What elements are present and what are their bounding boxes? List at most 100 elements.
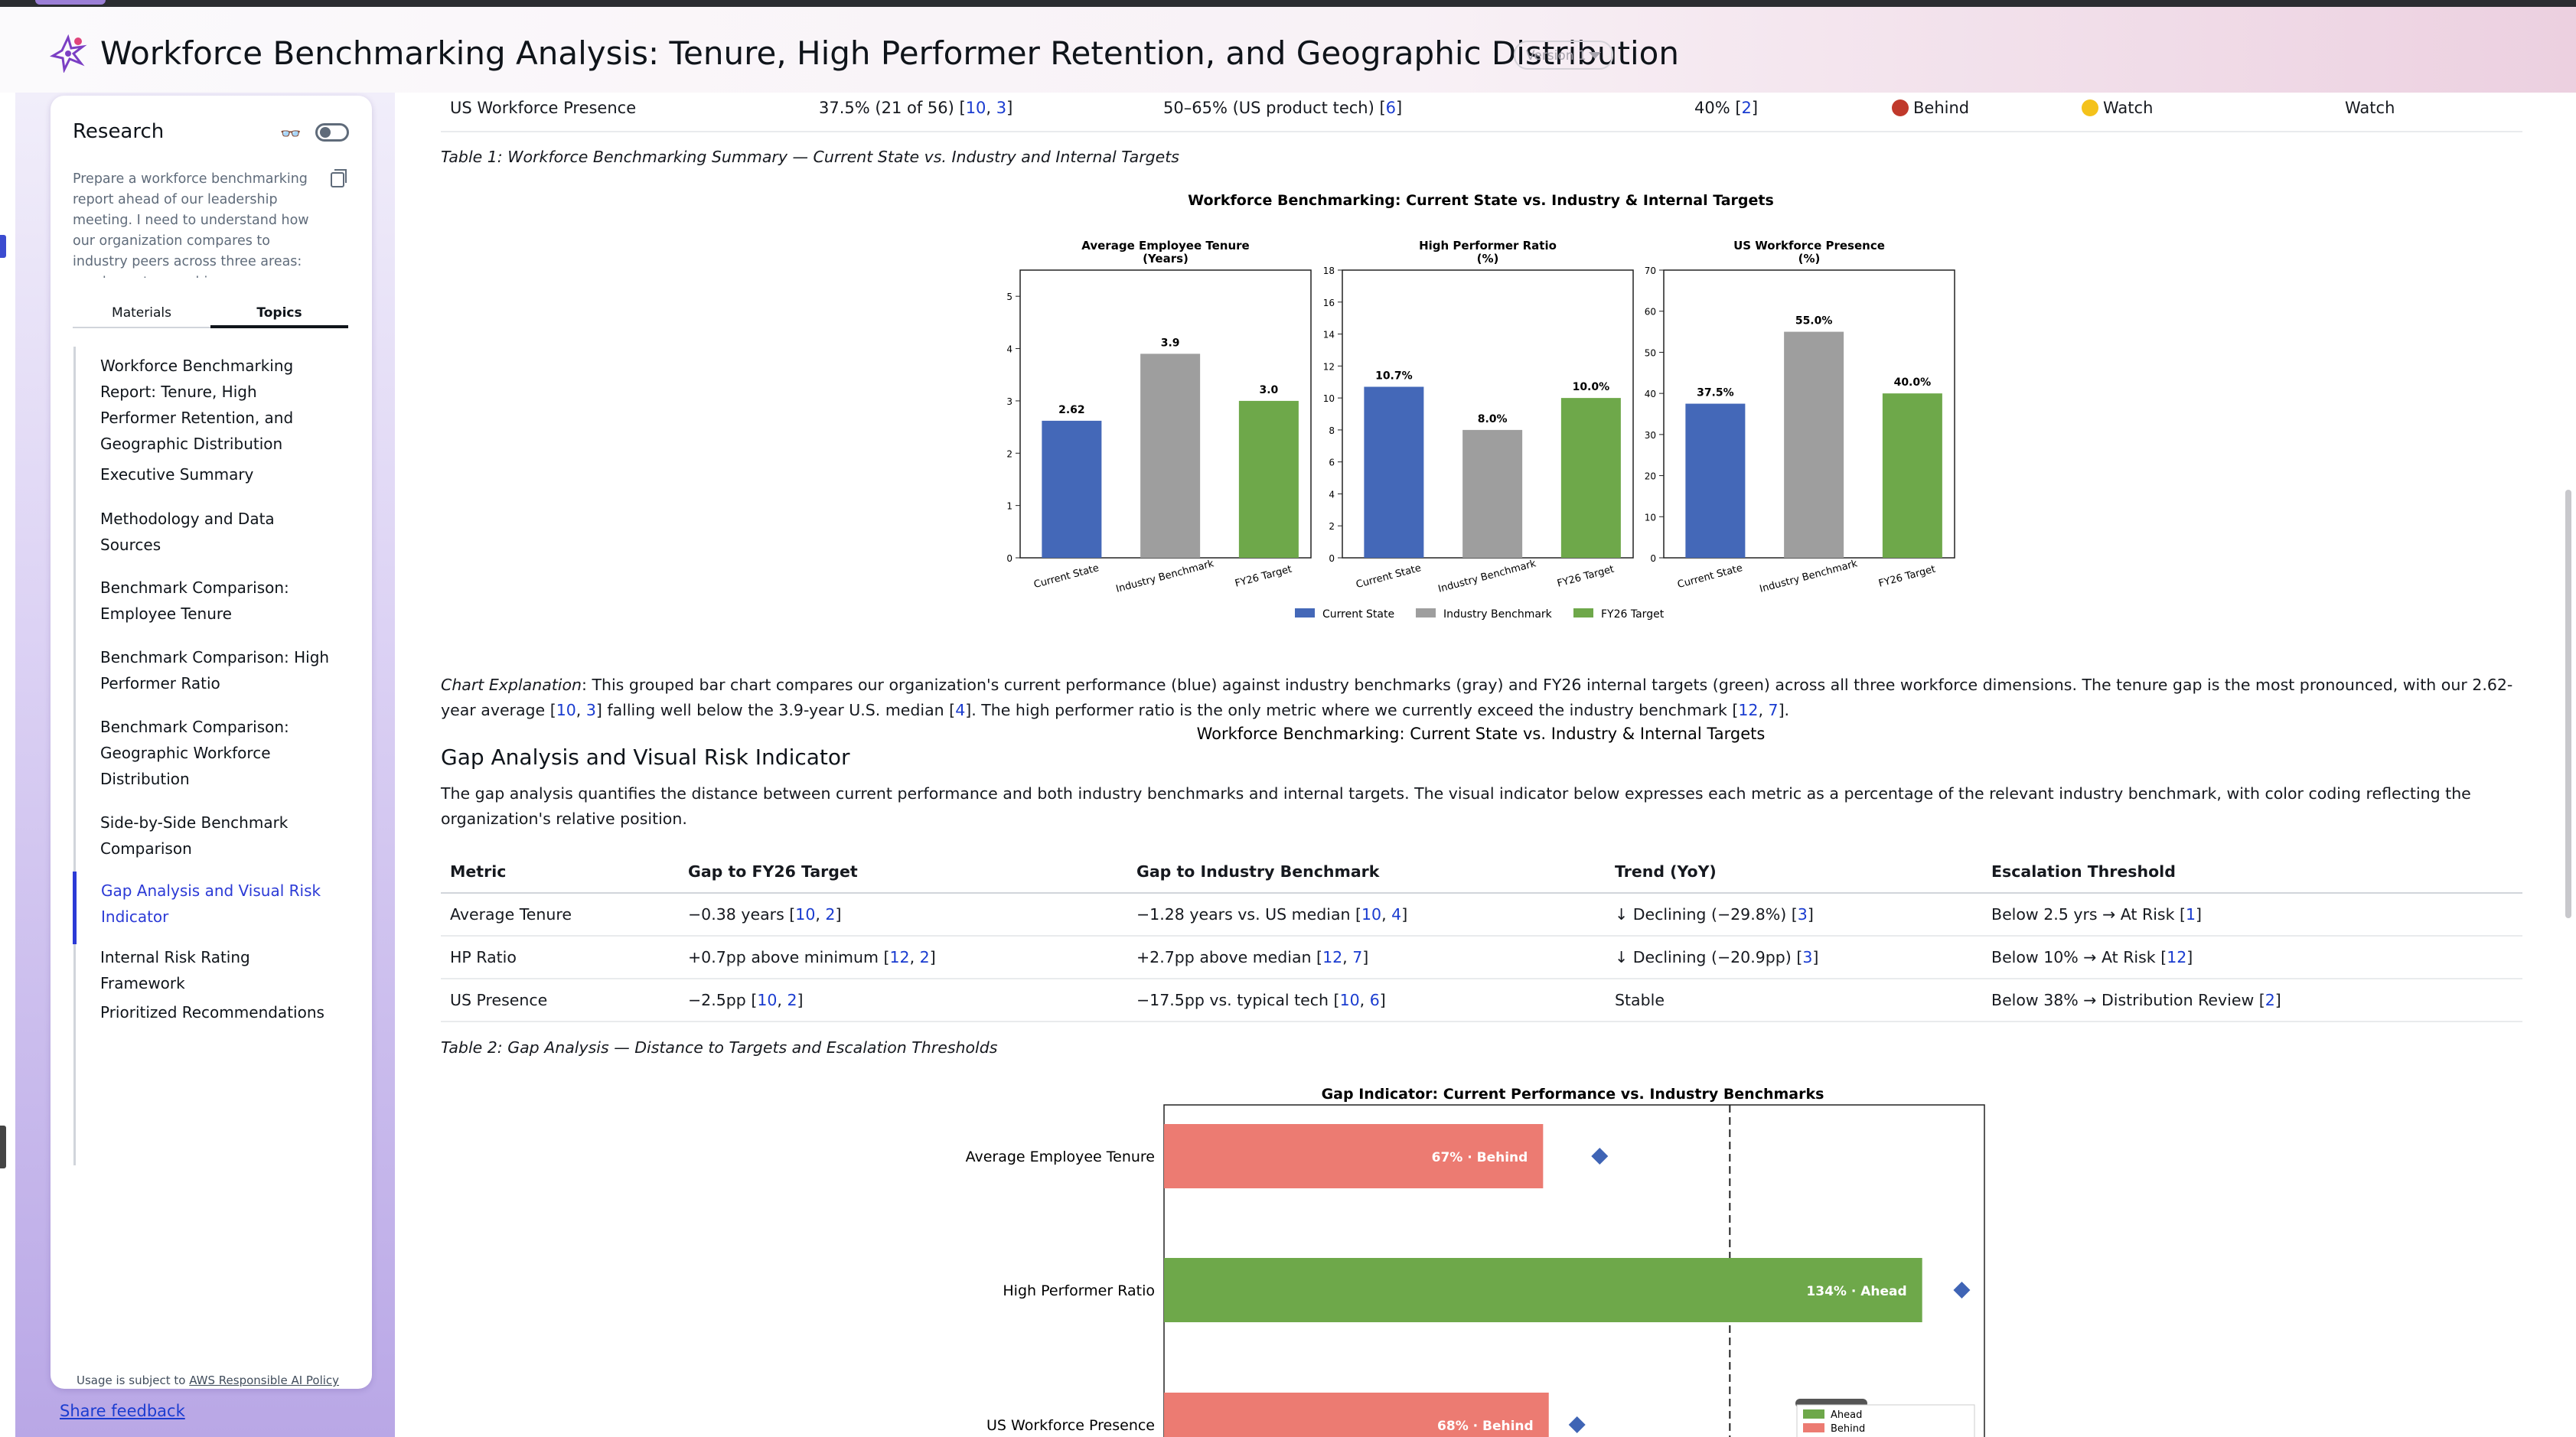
y-tick-label: 2 <box>1006 448 1012 459</box>
legend-label: Current State <box>1322 608 1394 621</box>
citation-link[interactable]: 2 <box>2265 991 2275 1009</box>
x-tick-label: Industry Benchmark <box>1759 558 1860 595</box>
benchmark-chart: Workforce Benchmarking: Current State vs… <box>1006 192 1955 743</box>
table-cell: −2.5pp [10, 2] <box>679 979 1127 1022</box>
y-tick-label: 30 <box>1645 430 1656 441</box>
y-tick-label: 8 <box>1329 425 1335 436</box>
version-dropdown[interactable]: Version 1 <box>1514 41 1613 70</box>
toc-item-active[interactable]: Gap Analysis and Visual Risk Indicator <box>73 872 333 944</box>
x-tick-label: Industry Benchmark <box>1437 558 1538 595</box>
bar-value-label: 37.5% <box>1697 387 1734 399</box>
active-window-indicator <box>35 0 106 5</box>
window-top-bar <box>0 0 2576 7</box>
toc-item[interactable]: Benchmark Comparison: Geographic Workfor… <box>100 718 289 788</box>
citation-link[interactable]: 10 <box>757 991 778 1009</box>
panel-title: High Performer Ratio <box>1419 239 1557 253</box>
cell-text: HP Ratio <box>450 948 517 966</box>
target-marker-icon <box>1591 1148 1609 1165</box>
citation-link[interactable]: 4 <box>1391 905 1402 924</box>
citation-link[interactable]: 7 <box>1768 701 1779 719</box>
cell-text: 37.5% (21 of 56) [ <box>819 99 966 117</box>
bar <box>1238 400 1299 558</box>
app-header: Workforce Benchmarking Analysis: Tenure,… <box>0 7 2576 93</box>
citation-link[interactable]: 6 <box>1369 991 1380 1009</box>
citation-link[interactable]: 10 <box>1361 905 1382 924</box>
citation-link[interactable]: 3 <box>1802 948 1813 966</box>
citation-link[interactable]: 10 <box>556 701 576 719</box>
toc-item[interactable]: Methodology and Data Sources <box>100 510 275 554</box>
bar-value-label: 55.0% <box>1795 315 1833 327</box>
toc-item[interactable]: Executive Summary <box>100 465 254 484</box>
x-tick-label: Current State <box>1676 562 1743 591</box>
legend-swatch <box>1803 1423 1824 1432</box>
citation-link[interactable]: 1 <box>2186 905 2196 924</box>
toc-item[interactable]: Benchmark Comparison: Employee Tenure <box>100 578 289 623</box>
bar <box>1042 420 1102 558</box>
copy-icon[interactable] <box>331 169 347 187</box>
cell-text: Average Tenure <box>450 905 572 924</box>
citation-link[interactable]: 3 <box>1797 905 1808 924</box>
citation-link[interactable]: 10 <box>965 99 986 117</box>
cell-text: +2.7pp above median [ <box>1136 948 1323 966</box>
table-cell: Below 2.5 yrs → At Risk [1] <box>1982 893 2522 937</box>
panel-title: Average Employee Tenure <box>1081 239 1249 253</box>
panel-subtitle: (Years) <box>1143 252 1189 266</box>
toc-item[interactable]: Prioritized Recommendations <box>100 1003 324 1022</box>
y-tick-label: 10 <box>1645 512 1656 523</box>
bar <box>1364 386 1424 558</box>
research-panel: Research 👓 Prepare a workforce benchmark… <box>51 96 372 1389</box>
bar <box>1784 331 1844 558</box>
citation-link[interactable]: 2 <box>1741 99 1752 117</box>
table-cell: ↓ Declining (−20.9pp) [3] <box>1606 936 1982 979</box>
toc-item[interactable]: Workforce Benchmarking Report: Tenure, H… <box>100 357 294 453</box>
panel-toggle[interactable] <box>315 123 349 142</box>
toc-item[interactable]: Side-by-Side Benchmark Comparison <box>100 813 289 858</box>
citation-link[interactable]: 7 <box>1352 948 1363 966</box>
category-label: US Workforce Presence <box>986 1417 1155 1434</box>
gap-indicator-chart: Gap Indicator: Current Performance vs. I… <box>966 1086 1985 1437</box>
bar-value-label: 8.0% <box>1478 413 1508 425</box>
main-scrollbar[interactable] <box>2565 490 2571 918</box>
explanation-text: : This grouped bar chart compares our or… <box>441 676 2513 719</box>
y-tick-label: 12 <box>1323 361 1335 372</box>
topics-list: Workforce Benchmarking Report: Tenure, H… <box>73 347 349 1165</box>
citation-link[interactable]: 2 <box>919 948 930 966</box>
citation-link[interactable]: 10 <box>1339 991 1360 1009</box>
citation-link[interactable]: 2 <box>787 991 797 1009</box>
cell-industry: 50–65% (US product tech) [6] <box>1163 99 1403 117</box>
edge-marker-1 <box>0 235 6 258</box>
citation-link[interactable]: 3 <box>585 701 596 719</box>
citation-link[interactable]: 12 <box>889 948 910 966</box>
y-tick-label: 50 <box>1645 347 1656 358</box>
status-text: Behind <box>1913 99 1970 117</box>
citation-link[interactable]: 12 <box>1738 701 1759 719</box>
tab-topics[interactable]: Topics <box>210 305 348 328</box>
citation-link[interactable]: 12 <box>1322 948 1343 966</box>
column-header: Trend (YoY) <box>1606 850 1982 894</box>
toc-item[interactable]: Benchmark Comparison: High Performer Rat… <box>100 648 330 692</box>
table-cell: US Presence <box>441 979 679 1022</box>
share-feedback-link[interactable]: Share feedback <box>60 1402 185 1420</box>
cell-text: 50–65% (US product tech) [ <box>1163 99 1386 117</box>
y-tick-label: 40 <box>1645 389 1656 399</box>
table-header-row: Metric Gap to FY26 Target Gap to Industry … <box>441 850 2522 894</box>
citation-link[interactable]: 6 <box>1385 99 1397 117</box>
citation-link[interactable]: 2 <box>825 905 836 924</box>
citation-link[interactable]: 4 <box>955 701 966 719</box>
tab-materials[interactable]: Materials <box>112 305 171 321</box>
status-behind: Behind <box>1892 99 1969 117</box>
bar-value-label: 3.9 <box>1161 337 1180 349</box>
y-tick-label: 0 <box>1650 553 1656 564</box>
cell-current: 37.5% (21 of 56) [10, 3] <box>819 99 1013 117</box>
citation-link[interactable]: 3 <box>996 99 1007 117</box>
toc-item[interactable]: Internal Risk Rating Framework <box>100 948 250 992</box>
table-cell: −17.5pp vs. typical tech [10, 6] <box>1127 979 1606 1022</box>
explanation-text: ]. <box>1778 701 1790 719</box>
citation-link[interactable]: 10 <box>795 905 816 924</box>
status-watch: Watch <box>2082 99 2153 117</box>
citation-link[interactable]: 12 <box>2167 948 2187 966</box>
cell-metric: US Workforce Presence <box>450 99 637 117</box>
y-tick-label: 1 <box>1006 501 1012 512</box>
policy-link[interactable]: AWS Responsible AI Policy <box>189 1373 340 1387</box>
yellow-dot-icon <box>2082 99 2098 116</box>
